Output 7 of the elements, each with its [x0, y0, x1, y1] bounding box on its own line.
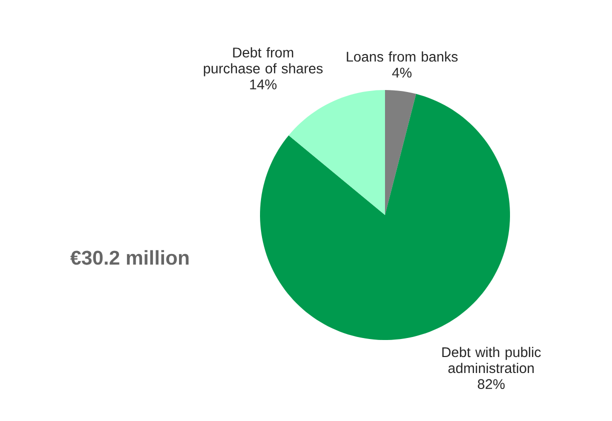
- data-label: 4%: [392, 68, 412, 78]
- slice-label: Debt from purchase of shares: [204, 47, 323, 76]
- text: €30.2 million: [70, 250, 189, 265]
- data-label: 82%: [478, 379, 505, 390]
- slice-label: Loans from banks: [346, 51, 458, 62]
- slice-label: Debt with public administration: [442, 346, 541, 374]
- data-label: 14%: [250, 80, 277, 90]
